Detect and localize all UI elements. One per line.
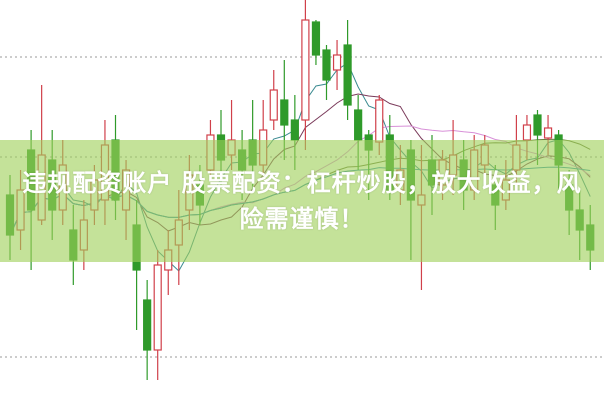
candle-down <box>343 44 352 106</box>
candle-down <box>290 119 299 141</box>
candle-down <box>280 99 289 126</box>
candle-down <box>322 49 331 81</box>
overlay-banner <box>0 140 604 262</box>
candle-up <box>375 99 384 143</box>
candle-down <box>533 114 542 136</box>
candle-down <box>311 21 321 56</box>
caption-line-1: 违规配资账户 股票配资：杠杆炒股，放大收益，风 <box>22 169 582 197</box>
caption-line-2: 险需谨慎！ <box>239 205 365 233</box>
candle-up <box>269 89 278 121</box>
candle-up <box>522 124 532 141</box>
candle-down <box>354 109 363 141</box>
overlay-caption: 违规配资账户 股票配资：杠杆炒股，放大收益，风 险需谨慎！ <box>0 165 604 237</box>
candle-up <box>543 127 553 139</box>
candle-down <box>143 299 152 351</box>
candle-up <box>332 54 342 71</box>
candle-up <box>153 264 162 351</box>
candle-up <box>301 19 310 121</box>
